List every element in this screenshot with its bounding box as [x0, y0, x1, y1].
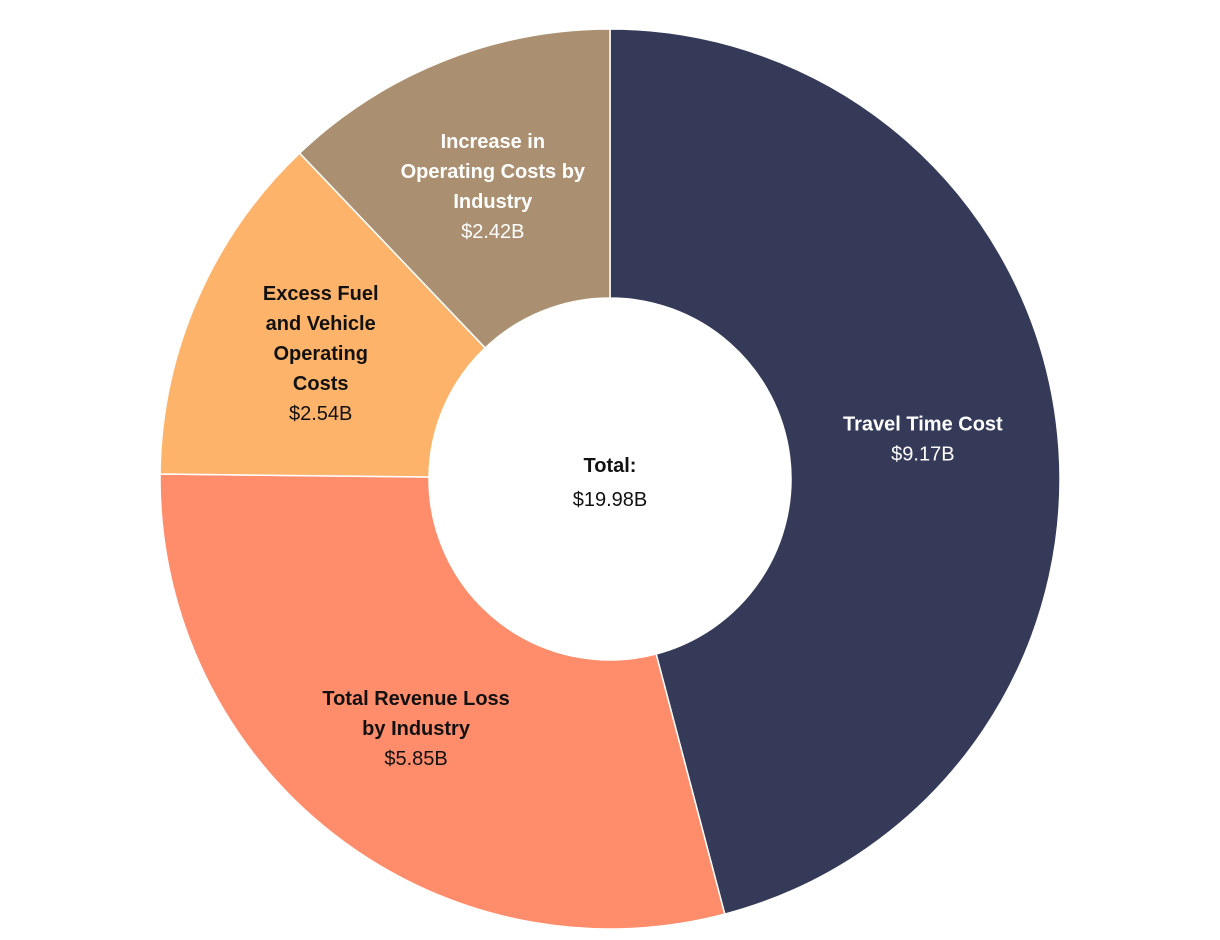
slice-name-line: Total Revenue Loss	[322, 688, 509, 710]
slice-name-line: Industry	[453, 191, 533, 213]
slice-labels: Travel Time Cost $9.17B Total Revenue Loss…	[263, 131, 1003, 770]
slice-name-line: and Vehicle	[266, 313, 376, 335]
donut-center: Total: $19.98B	[573, 455, 648, 511]
slice-label-increase-in-operating-costs-by-industry: Increase in Operating Costs by Industry $2.…	[401, 131, 586, 243]
slice-name-line: Travel Time Cost	[843, 413, 1003, 435]
slice-value-label: $9.17B	[891, 443, 954, 465]
slice-label-total-revenue-loss-by-industry: Total Revenue Loss by Industry $5.85B	[322, 688, 509, 770]
slice-label-travel-time-cost: Travel Time Cost $9.17B	[843, 413, 1003, 465]
slice-total-revenue-loss-by-industry	[159, 473, 726, 930]
slice-name-line: Costs	[293, 373, 349, 395]
slice-increase-in-operating-costs-by-industry	[298, 28, 611, 349]
slice-value-label: $5.85B	[384, 748, 447, 770]
center-total-label: Total:	[584, 455, 637, 477]
slice-name-line: Increase in	[441, 131, 546, 153]
slice-travel-time-cost	[609, 28, 1061, 916]
slice-name-line: Operating	[273, 343, 367, 365]
donut-slices	[159, 28, 1061, 930]
slice-value-label: $2.54B	[289, 403, 352, 425]
slice-name-line: by Industry	[362, 718, 471, 740]
center-total-value: $19.98B	[573, 489, 648, 511]
slice-label-excess-fuel-and-vehicle-operating-costs: Excess Fuel and Vehicle Operating Costs $2.5…	[263, 283, 379, 425]
slice-name-line: Operating Costs by	[401, 161, 586, 183]
slice-name-line: Excess Fuel	[263, 283, 379, 305]
slice-value-label: $2.42B	[461, 221, 524, 243]
slice-excess-fuel-and-vehicle-operating-costs	[159, 152, 487, 478]
